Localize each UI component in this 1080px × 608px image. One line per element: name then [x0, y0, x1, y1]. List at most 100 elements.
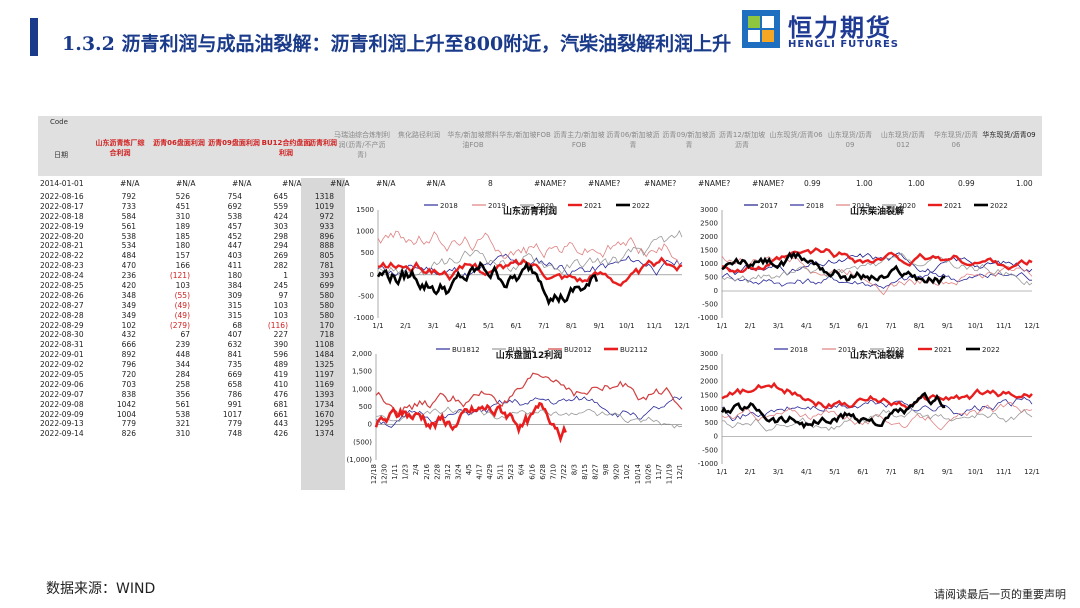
y-tick-label: 1500 [700, 391, 718, 399]
row-cell: 991 [227, 399, 242, 409]
series-line [377, 229, 683, 280]
column-header: 沥青主力/新加坡FOB [553, 131, 605, 149]
legend-label: 2020 [898, 202, 916, 210]
row-cell: 1318 [314, 192, 334, 201]
series-line [721, 396, 1033, 422]
table-row: 2022-08-26 348 (55) 309 97 580 [38, 291, 348, 301]
y-tick-label: 0 [714, 433, 718, 441]
first-row-cell: #N/A [282, 179, 302, 188]
date-label: 日期 [54, 151, 68, 159]
row-cell: 1169 [314, 379, 334, 389]
row-cell: 67 [180, 330, 190, 340]
y-tick-label: 500 [705, 274, 718, 282]
row-date: 2022-09-13 [40, 419, 84, 429]
x-tick-label: 8/15 [581, 464, 589, 480]
row-date: 2022-09-14 [40, 429, 84, 439]
table-row: 2022-09-01 892 448 841 596 1484 [38, 350, 348, 360]
series-line [721, 401, 1033, 431]
series-line [721, 271, 1032, 289]
x-tick-label: 6/16 [528, 463, 536, 479]
legend-label: 2020 [536, 202, 554, 210]
row-cell: 97 [278, 290, 288, 300]
row-cell: 1004 [116, 409, 136, 419]
row-cell: 489 [273, 360, 288, 370]
table-row: 2022-09-06 703 258 658 410 1169 [38, 380, 348, 390]
table-row: 2022-08-24 236 (121) 180 1 393 [38, 271, 348, 281]
table-row: 2022-09-02 796 344 735 489 1325 [38, 360, 348, 370]
row-cell: 748 [227, 429, 242, 439]
row-cell: 424 [273, 211, 288, 221]
legend-label: 2019 [488, 202, 506, 210]
row-cell: 733 [121, 201, 136, 211]
chart-bu12-profit: 山东盘面12利润 BU1812 BU1912 BU2012 BU2112 2,000 1,5… [344, 340, 690, 494]
row-cell: 180 [227, 271, 242, 281]
row-cell: 68 [232, 320, 242, 330]
row-date: 2022-08-22 [40, 251, 84, 261]
x-tick-label: 4/1 [455, 322, 466, 330]
row-cell: 1017 [222, 409, 242, 419]
row-cell: 580 [319, 300, 334, 310]
series-line [721, 247, 1033, 274]
y-tick-label: -500 [702, 446, 718, 454]
x-tick-label: 7/10 [549, 464, 557, 480]
logo-chinese-name: 恒力期货 [788, 14, 892, 42]
row-cell: 348 [121, 290, 136, 300]
row-cell: 826 [121, 429, 136, 439]
row-cell: 534 [121, 241, 136, 251]
row-cell: 933 [319, 221, 334, 231]
row-cell: 309 [227, 290, 242, 300]
row-cell: 805 [319, 251, 334, 261]
x-tick-label: 10/2 [623, 464, 631, 480]
x-tick-label: 5/23 [507, 464, 515, 480]
row-cell: 476 [273, 389, 288, 399]
first-row-cell: #NAME? [588, 179, 621, 188]
row-cell: 185 [175, 231, 190, 241]
x-tick-label: 7/1 [885, 468, 896, 476]
y-tick-label: (1,000) [346, 456, 372, 464]
series-line [377, 230, 683, 267]
row-cell: 632 [227, 340, 242, 350]
row-cell: 269 [273, 251, 288, 261]
row-cell: 580 [319, 310, 334, 320]
row-cell: 349 [121, 300, 136, 310]
x-tick-label: 3/1 [773, 468, 784, 476]
column-header: 焦化路径利润 [398, 131, 440, 139]
x-tick-label: 12/1 [1024, 468, 1040, 476]
row-cell: 580 [319, 290, 334, 300]
y-tick-label: 1000 [356, 228, 374, 236]
legend-label: 2021 [584, 202, 602, 210]
row-date: 2022-08-24 [40, 271, 84, 281]
x-tick-label: 11/1 [996, 468, 1012, 476]
row-cell: 584 [121, 211, 136, 221]
legend-label: 2019 [852, 202, 870, 210]
table-row: 2022-08-29 102 (279) 68 (116) 170 [38, 321, 348, 331]
row-cell: 661 [273, 409, 288, 419]
company-logo: 恒力期货 HENGLI FUTURES [742, 10, 912, 52]
row-cell: 699 [319, 281, 334, 291]
x-tick-label: 2/1 [745, 468, 756, 476]
x-tick-label: 12/1 [674, 322, 690, 330]
column-header: 沥青09盘面利润 [208, 139, 260, 147]
column-header: BU12合约盘面利润 [261, 139, 311, 157]
y-tick-label: 2500 [700, 364, 718, 372]
first-row-date: 2014-01-01 [40, 179, 84, 188]
table-row: 2022-09-08 1042 561 991 681 1734 [38, 400, 348, 410]
first-row-cell: #N/A [232, 179, 252, 188]
x-tick-label: 2/28 [433, 464, 441, 480]
x-tick-label: 3/1 [773, 322, 784, 330]
row-cell: 157 [175, 251, 190, 261]
row-cell: 888 [319, 241, 334, 251]
x-tick-label: 2/4 [412, 463, 420, 475]
row-cell: 447 [227, 241, 242, 251]
row-cell: 448 [175, 350, 190, 360]
series-line [720, 391, 946, 430]
x-tick-label: 1/1 [372, 322, 383, 330]
column-header: 沥青09/新加坡沥青 [662, 131, 716, 149]
legend-label: 2020 [886, 346, 904, 354]
row-date: 2022-08-31 [40, 340, 84, 350]
x-tick-label: 6/28 [539, 464, 547, 480]
code-label: Code [50, 118, 68, 126]
x-tick-label: 4/1 [801, 322, 812, 330]
row-cell: 786 [227, 389, 242, 399]
row-cell: 432 [121, 330, 136, 340]
